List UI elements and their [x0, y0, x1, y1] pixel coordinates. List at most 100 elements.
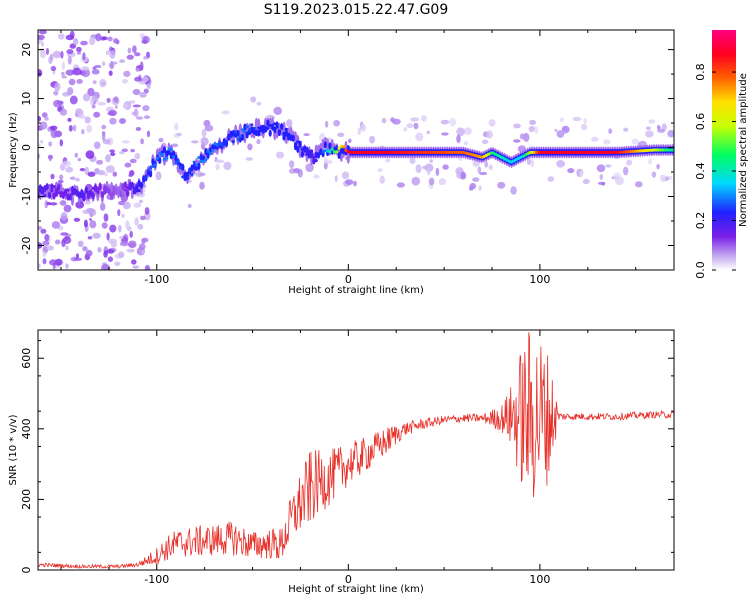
x-tick-label: 0 — [345, 273, 352, 286]
spectrogram-ridge-cell — [176, 159, 180, 163]
x-tick-label: -100 — [144, 573, 169, 586]
spectrogram-ridge-cell — [284, 129, 288, 137]
spectrogram-noise-blob — [106, 249, 115, 254]
spectrogram-ridge-cell — [204, 147, 208, 155]
spectrogram-noise-blob — [134, 152, 141, 160]
spectrogram-ridge-cell — [197, 162, 201, 170]
spectrogram-ridge-cell — [422, 150, 426, 154]
spectrogram-noise-blob — [101, 124, 107, 130]
spectrogram-noise-blob — [82, 93, 91, 102]
spectrogram-ridge-cell — [652, 148, 656, 152]
spectrogram-ridge-cell — [52, 192, 56, 200]
spectrogram-noise-blob — [409, 156, 416, 165]
spectrogram-noise-blob — [623, 127, 629, 132]
spectrogram-noise-blob — [334, 175, 338, 182]
spectrogram-noise-blob — [651, 171, 657, 178]
spectrogram-noise-blob — [82, 246, 88, 252]
spectrogram-noise-blob — [139, 91, 147, 98]
spectrogram-noise-blob — [51, 221, 61, 229]
spectrogram-noise-blob — [415, 164, 422, 174]
spectrogram-noise-blob — [567, 168, 575, 174]
spectrogram-noise-blob — [121, 140, 130, 144]
spectrogram-noise-blob — [65, 245, 69, 251]
spectrogram-noise-blob — [102, 139, 111, 145]
spectrogram-ridge-cell — [241, 133, 245, 141]
spectrogram-ridge-cell — [583, 150, 587, 154]
spectrogram-noise-blob — [92, 80, 97, 85]
spectrogram-noise-blob — [519, 133, 525, 140]
spectrogram-ridge-cell — [282, 133, 286, 141]
spectrogram-ridge-cell — [312, 155, 316, 159]
spectrogram-noise-blob — [534, 126, 538, 134]
spectrogram-ridge-cell — [132, 191, 137, 195]
spectrogram-noise-blob — [497, 181, 506, 189]
spectrogram-ridge-cell — [631, 149, 636, 153]
spectrogram-noise-blob — [42, 251, 47, 257]
spectrogram-ridge-cell — [535, 150, 539, 154]
spectrogram-noise-blob — [143, 88, 149, 94]
spectrogram-noise-blob — [69, 43, 77, 49]
spectrogram-noise-blob — [572, 116, 582, 122]
spectrogram-noise-blob — [615, 176, 624, 186]
spectrogram-noise-blob — [324, 157, 328, 165]
spectrogram-ridge-cell — [438, 150, 442, 154]
spectrogram-noise-blob — [256, 101, 262, 106]
spectrogram-noise-blob — [72, 67, 82, 76]
spectrogram-noise-blob — [65, 69, 75, 76]
spectrogram-ridge-cell — [112, 186, 116, 190]
spectrogram-noise-blob — [403, 127, 408, 132]
spectrogram-ridge-cell — [254, 117, 258, 130]
spectrogram-ridge-cell — [408, 150, 412, 154]
spectrogram-ridge-cell — [549, 150, 553, 154]
spectrogram-ridge-cell — [243, 130, 247, 134]
spectrogram-ridge-cell — [98, 185, 102, 189]
spectrogram-noise-blob — [591, 136, 599, 142]
spectrogram-frame — [37, 29, 675, 271]
spectrogram-noise-blob — [119, 59, 125, 63]
spectrogram-ridge-cell — [268, 129, 272, 137]
spectrogram-noise-blob — [73, 257, 83, 261]
spectrogram-noise-blob — [53, 99, 62, 108]
spectrogram-ridge-cell — [201, 159, 206, 163]
spectrogram-noise-blob — [221, 110, 230, 115]
spectrogram-noise-blob — [429, 159, 434, 163]
spectrogram-ridge-cell — [121, 183, 125, 187]
spectrogram-noise-blob — [440, 119, 450, 125]
spectrogram-ridge-cell — [190, 173, 194, 177]
spectrogram-noise-blob — [126, 54, 134, 60]
spectrogram-noise-blob — [68, 125, 73, 132]
spectrogram-ridge-cell — [611, 150, 615, 154]
spectrogram-ridge-cell — [668, 148, 672, 152]
spectrogram-noise-blob — [69, 95, 78, 105]
spectrogram-noise-blob — [60, 50, 64, 59]
spectrogram-ridge-cell — [245, 131, 249, 139]
spectrogram-ridge-cell — [406, 150, 410, 154]
colorbar-tick-label: 0.6 — [694, 113, 707, 130]
spectrogram-noise-blob — [415, 132, 424, 142]
spectrogram-ridge-cell — [328, 142, 332, 150]
snr-ticks: -100 0 100 0 200 400 600 — [20, 330, 674, 586]
spectrogram-ridge-cell — [641, 149, 645, 153]
spectrogram-noise-blob — [87, 171, 96, 177]
spectrogram-noise-blob — [106, 232, 110, 241]
spectrogram-ridge-cell — [562, 150, 567, 154]
spectrogram-ridge-cell — [624, 150, 629, 154]
spectrogram-noise-blob — [90, 98, 94, 106]
spectrogram-noise-blob — [135, 67, 140, 72]
spectrogram-noise-blob — [276, 151, 284, 159]
spectrogram-ridge-cell — [238, 134, 242, 138]
spectrogram-ridge-cell — [266, 119, 270, 127]
spectrogram-ridge-cell — [378, 150, 383, 154]
spectrogram-ridge-cell — [273, 126, 277, 134]
spectrogram-noise-blob — [247, 143, 253, 151]
spectrogram-noise-blob — [484, 161, 489, 168]
spectrogram-ridge-cell — [385, 150, 389, 154]
spectrogram-ridge-cell — [346, 151, 350, 164]
spectrogram-noise-blob — [76, 51, 82, 55]
spectrogram-ridge-cell — [452, 150, 456, 154]
spectrogram-noise-blob — [39, 48, 45, 52]
spectrogram-ridge-cell — [618, 150, 622, 154]
spectrogram-noise-blob — [626, 159, 633, 166]
spectrogram-noise-blob — [472, 160, 480, 167]
spectrogram-noise-blob — [85, 150, 95, 159]
